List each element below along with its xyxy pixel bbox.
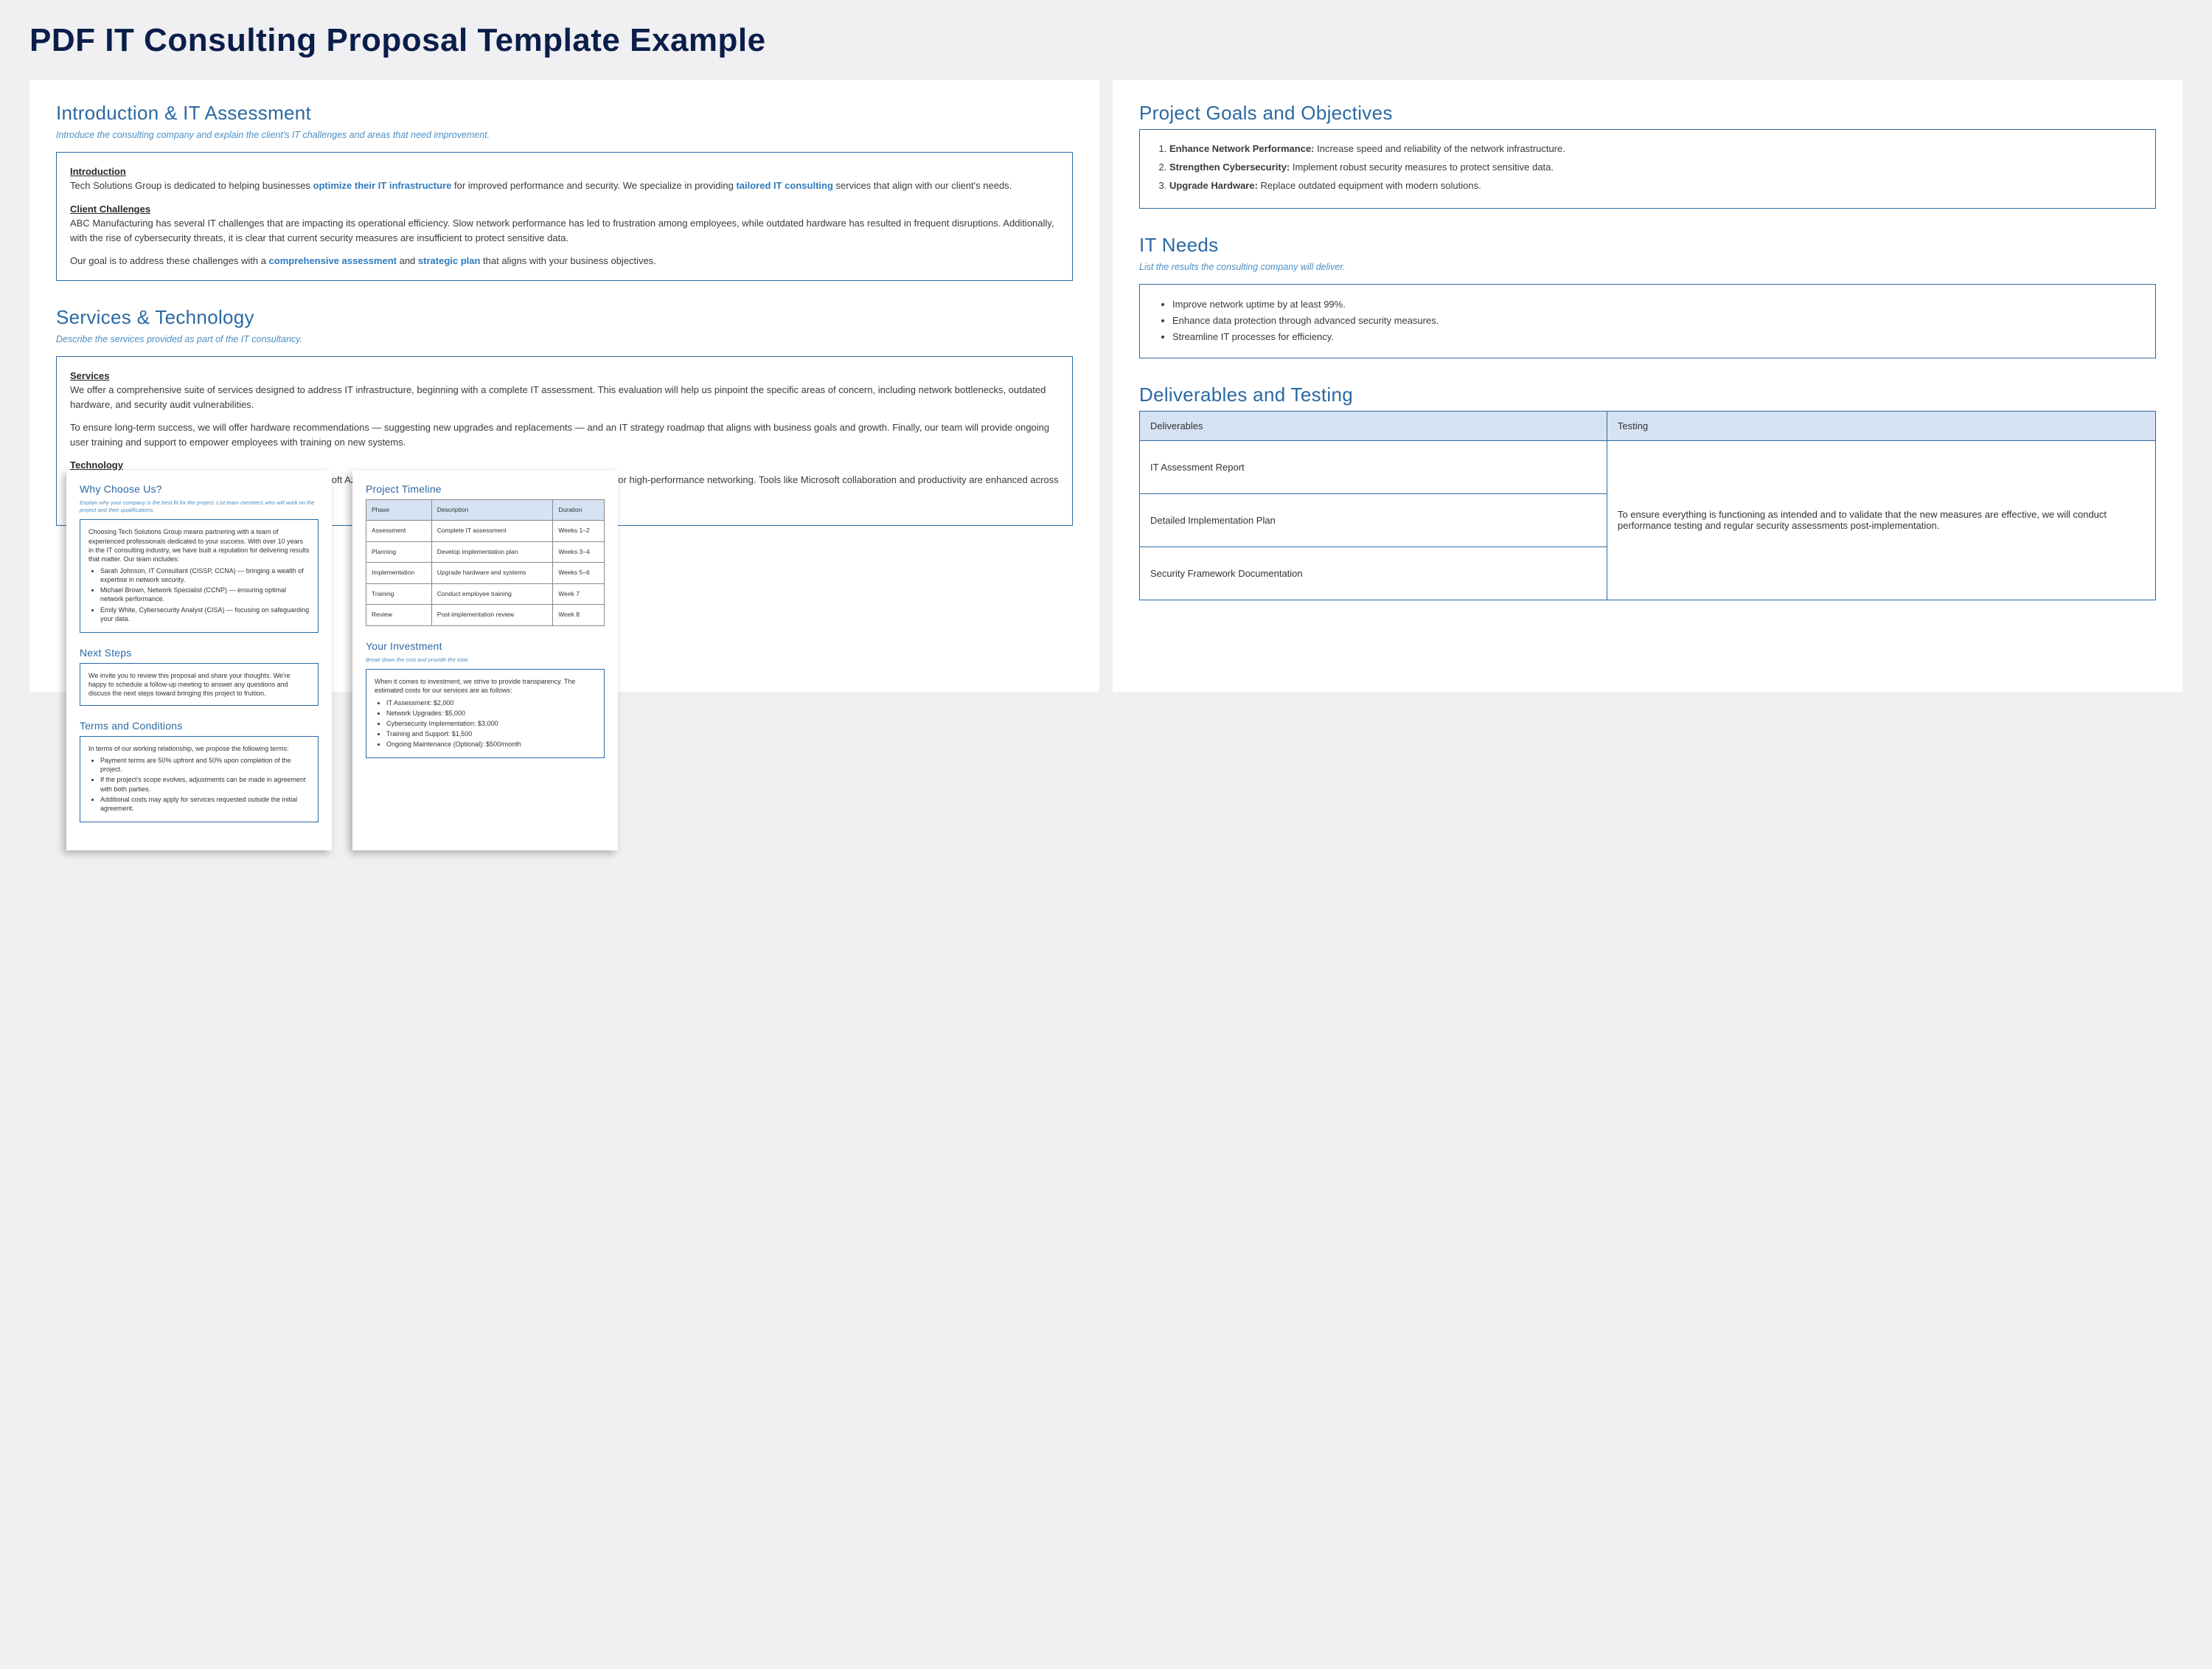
deliv-item: Detailed Implementation Plan xyxy=(1140,494,1607,547)
challenges-text: ABC Manufacturing has several IT challen… xyxy=(70,218,1054,243)
goal-hl2: strategic plan xyxy=(418,255,481,266)
deliv-item: IT Assessment Report xyxy=(1140,441,1607,494)
intro-text-a: Tech Solutions Group is dedicated to hel… xyxy=(70,180,313,191)
terms-heading: Terms and Conditions xyxy=(80,719,319,733)
needs-list: Improve network uptime by at least 99%. … xyxy=(1153,296,2142,345)
intro-box: Introduction Tech Solutions Group is ded… xyxy=(56,152,1073,281)
investment-bullet: Ongoing Maintenance (Optional): $500/mon… xyxy=(386,740,596,749)
goal-text-a: Our goal is to address these challenges … xyxy=(70,255,269,266)
intro-text-b: for improved performance and security. W… xyxy=(451,180,736,191)
goal-item: Upgrade Hardware: Replace outdated equip… xyxy=(1169,178,2142,194)
services-box: Services We offer a comprehensive suite … xyxy=(56,356,1073,526)
intro-text-c: services that align with our client's ne… xyxy=(833,180,1012,191)
needs-item: Improve network uptime by at least 99%. xyxy=(1172,296,2142,313)
services-heading: Services & Technology xyxy=(56,306,1073,329)
page-right: Project Goals and Objectives Enhance Net… xyxy=(1113,80,2183,692)
goal-item: Strengthen Cybersecurity: Implement robu… xyxy=(1169,160,2142,176)
goal-item: Enhance Network Performance: Increase sp… xyxy=(1169,142,2142,157)
terms-bullet: Payment terms are 50% upfront and 50% up… xyxy=(100,756,310,774)
needs-item: Enhance data protection through advanced… xyxy=(1172,313,2142,329)
challenges-label: Client Challenges xyxy=(70,204,150,215)
services-subheading: Describe the services provided as part o… xyxy=(56,333,1073,346)
investment-bullets: IT Assessment: $2,000 Network Upgrades: … xyxy=(375,698,596,749)
intro-heading: Introduction & IT Assessment xyxy=(56,102,1073,125)
deliv-col1-header: Deliverables xyxy=(1140,411,1607,440)
investment-bullet: Network Upgrades: $5,000 xyxy=(386,709,596,718)
deliv-item: Security Framework Documentation xyxy=(1140,547,1607,600)
terms-bullet: Additional costs may apply for services … xyxy=(100,795,310,813)
needs-subheading: List the results the consulting company … xyxy=(1139,261,2156,274)
page-left: Introduction & IT Assessment Introduce t… xyxy=(29,80,1099,692)
goal-text-mid: and xyxy=(397,255,418,266)
needs-heading: IT Needs xyxy=(1139,234,2156,257)
deliv-cell: IT Assessment Report Detailed Implementa… xyxy=(1140,440,1607,600)
goals-heading: Project Goals and Objectives xyxy=(1139,102,2156,125)
intro-label: Introduction xyxy=(70,166,126,177)
needs-item: Streamline IT processes for efficiency. xyxy=(1172,329,2142,345)
needs-box: Improve network uptime by at least 99%. … xyxy=(1139,284,2156,358)
services-label: Services xyxy=(70,370,110,381)
goal-hl1: comprehensive assessment xyxy=(269,255,397,266)
goals-box: Enhance Network Performance: Increase sp… xyxy=(1139,129,2156,209)
terms-intro: In terms of our working relationship, we… xyxy=(88,744,310,753)
services-p1: We offer a comprehensive suite of servic… xyxy=(70,384,1046,410)
testing-cell: To ensure everything is functioning as i… xyxy=(1607,440,2155,600)
intro-hl2: tailored IT consulting xyxy=(736,180,832,191)
investment-bullet: IT Assessment: $2,000 xyxy=(386,698,596,707)
deliv-col2-header: Testing xyxy=(1607,411,2155,440)
terms-box: In terms of our working relationship, we… xyxy=(80,736,319,822)
deliverables-heading: Deliverables and Testing xyxy=(1139,384,2156,406)
terms-bullets: Payment terms are 50% upfront and 50% up… xyxy=(88,756,310,813)
page-title: PDF IT Consulting Proposal Template Exam… xyxy=(29,22,2183,59)
investment-bullet: Training and Support: $1,500 xyxy=(386,729,596,738)
intro-hl1: optimize their IT infrastructure xyxy=(313,180,452,191)
intro-subheading: Introduce the consulting company and exp… xyxy=(56,129,1073,142)
terms-bullet: If the project's scope evolves, adjustme… xyxy=(100,775,310,793)
services-p2: To ensure long-term success, we will off… xyxy=(70,420,1059,449)
technology-label: Technology xyxy=(70,459,123,471)
goal-text-b: that aligns with your business objective… xyxy=(480,255,655,266)
goals-list: Enhance Network Performance: Increase sp… xyxy=(1153,142,2142,193)
technology-text: Our solutions are built on proven techno… xyxy=(70,474,1059,500)
deliverables-table: Deliverables Testing IT Assessment Repor… xyxy=(1139,411,2156,600)
investment-bullet: Cybersecurity Implementation: $3,000 xyxy=(386,719,596,728)
pages-row: Introduction & IT Assessment Introduce t… xyxy=(29,80,2183,692)
